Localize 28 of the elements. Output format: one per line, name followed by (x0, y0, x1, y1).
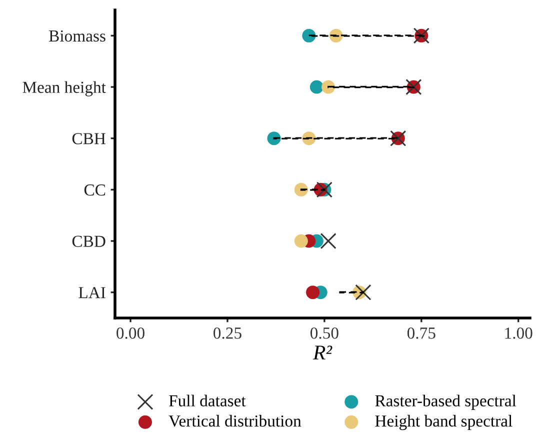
point (320, 232, 336, 250)
legend-label: Raster-based spectral (375, 394, 516, 410)
legend-label: Height band spectral (375, 414, 512, 430)
x-axis-title: R² (312, 346, 332, 360)
point (306, 286, 320, 300)
y-tick-label: Mean height (22, 81, 106, 96)
y-tick-label: LAI (78, 287, 106, 298)
bar (300, 188, 326, 191)
bar (308, 34, 426, 37)
point (355, 284, 372, 300)
x-tick-label: 0.75 (407, 328, 436, 339)
y-tick-label: CBH (72, 133, 106, 144)
x-tick-label: 0.25 (214, 328, 242, 339)
legend-label: Vertical distribution (168, 414, 302, 427)
y-tick-label: CBD (72, 236, 106, 247)
x-tick-label: 1.00 (505, 328, 532, 339)
bar (339, 291, 364, 294)
point (267, 132, 281, 146)
y-tick-label: Biomass (49, 30, 106, 42)
point (302, 28, 316, 42)
x-tick-label: 0.50 (310, 328, 338, 339)
bar (328, 86, 414, 88)
point (294, 234, 308, 248)
bar (273, 137, 399, 140)
legend-label: Full dataset (169, 394, 246, 406)
point (310, 80, 324, 94)
x-tick-label: 0.00 (116, 328, 144, 339)
y-tick-label: CC (84, 184, 106, 196)
